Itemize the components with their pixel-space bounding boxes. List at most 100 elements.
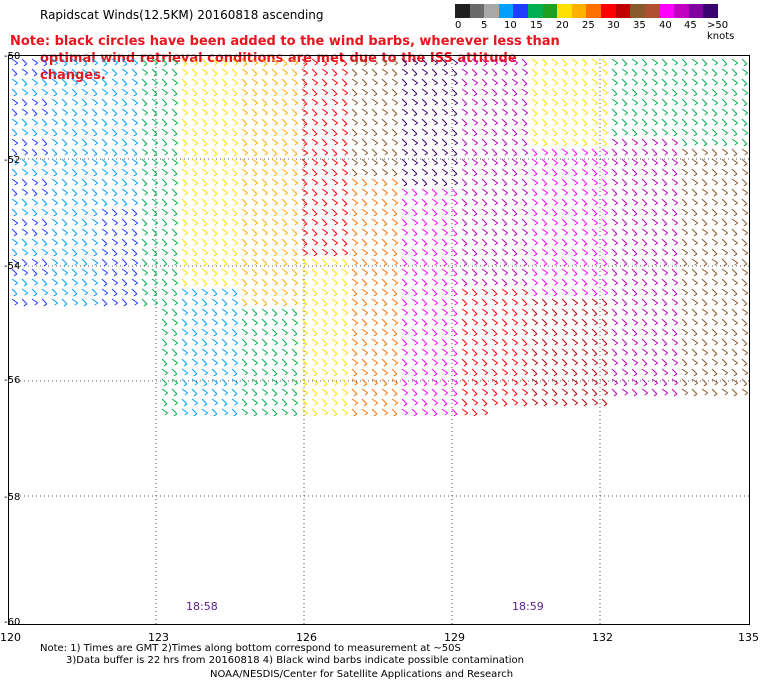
contamination-note: Note: black circles have been added to t… [10,33,570,84]
wind-barb [641,78,648,85]
wind-barb-flag [414,222,418,226]
wind-barb-flag [743,363,748,367]
wind-barb [471,348,478,355]
wind-barb-flag [603,323,608,327]
wind-barb-flag [254,382,258,386]
wind-barb-flag [734,142,738,146]
wind-barb [61,148,68,154]
wind-barb [121,288,128,294]
wind-barb-flag [43,223,48,227]
wind-barb [41,268,48,274]
wind-barb [41,98,48,105]
wind-barb-flag [184,312,188,316]
wind-barb-flag [14,142,18,146]
wind-barb [451,388,458,395]
wind-barb [141,268,148,274]
wind-barb-flag [553,93,558,97]
wind-barb [411,58,418,64]
wind-barb-flag [584,232,588,236]
wind-barb-flag [384,292,388,296]
wind-barb [341,138,348,145]
wind-barb-flag [603,123,608,127]
wind-barb-flag [694,382,698,386]
wind-barb [731,68,738,75]
wind-barb-flag [233,313,238,317]
wind-barb-flag [284,132,288,136]
wind-barb-flag [194,382,198,386]
wind-barb-flag [664,172,668,176]
wind-barb-flag [554,222,558,226]
wind-barb [431,108,438,115]
wind-barb-flag [164,292,168,296]
wind-barb [211,298,218,304]
wind-barb [611,258,618,264]
wind-barb-flag [443,323,448,327]
wind-barb-flag [193,313,198,317]
wind-barb [661,238,668,245]
wind-barb-flag [523,203,528,207]
wind-barb-flag [74,282,78,286]
wind-barb-flag [364,352,368,356]
wind-barb-flag [264,272,268,276]
wind-barb-flag [224,232,228,236]
wind-barb [51,198,58,204]
wind-barb [571,308,578,315]
wind-barb [171,358,178,364]
wind-barb [641,198,648,205]
wind-barb-flag [84,292,88,296]
wind-barb [441,248,448,254]
wind-barb [551,148,558,155]
wind-barb-flag [104,92,108,96]
wind-barb [71,158,78,164]
wind-barb [271,168,278,175]
wind-barb [171,248,178,255]
wind-barb-flag [524,272,528,276]
wind-barb [731,158,738,164]
wind-barb [151,218,158,224]
wind-barb [261,68,268,74]
wind-barb-flag [354,62,358,66]
wind-barb [111,298,118,304]
wind-barb [361,58,368,65]
wind-barb-flag [564,192,568,196]
wind-barb-flag [253,393,258,397]
wind-barb-flag [613,253,618,257]
wind-barb-flag [734,102,738,106]
wind-barb [471,398,478,404]
wind-barb-flag [653,253,658,257]
wind-barb [431,338,438,344]
wind-barb-flag [384,192,388,196]
wind-barb [331,58,338,64]
wind-barb [561,158,568,165]
wind-barb [531,248,538,255]
wind-barb-flag [474,382,478,386]
wind-barb [261,168,268,174]
wind-barb-flag [453,253,458,257]
wind-barb-flag [613,393,618,397]
wind-barb [321,98,328,105]
wind-barb-flag [273,173,278,177]
wind-barb [201,158,208,165]
wind-barb [461,378,468,385]
wind-barb [531,308,538,315]
wind-barb-flag [743,243,748,247]
wind-barb-flag [383,343,388,347]
wind-barb [161,218,168,225]
wind-barb-flag [133,233,138,237]
wind-barb-flag [644,332,648,336]
wind-barb-flag [654,62,658,66]
wind-barb [621,78,628,85]
wind-barb-flag [234,202,238,206]
wind-barb [611,58,618,64]
wind-barb [511,238,518,244]
wind-barb [431,328,438,335]
wind-barb [621,158,628,165]
wind-barb [671,268,678,275]
wind-barb [711,378,718,384]
wind-barb-flag [193,173,198,177]
wind-barb [311,168,318,175]
wind-barb [181,188,188,194]
wind-barb-flag [633,133,638,137]
wind-barb-flag [713,173,718,177]
wind-barb-flag [714,282,718,286]
